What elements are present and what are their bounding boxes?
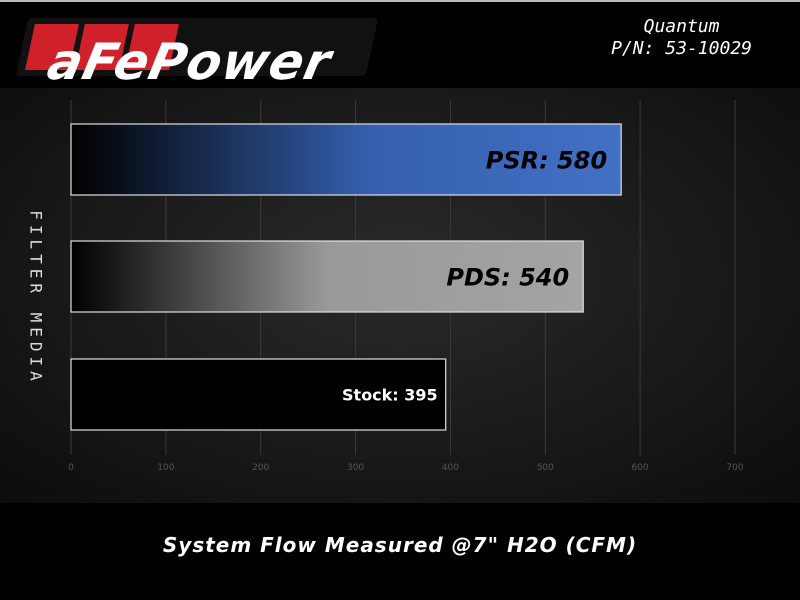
x-tick-label: 100 <box>157 463 174 473</box>
product-info: Quantum P/N: 53-10029 <box>611 16 752 60</box>
data-label: PSR: 580 <box>486 147 607 175</box>
x-tick-label: 500 <box>537 463 554 473</box>
x-axis-label: System Flow Measured @7" H2O (CFM) <box>162 533 638 557</box>
x-tick-label: 300 <box>347 463 364 473</box>
product-name: Quantum <box>643 16 720 37</box>
x-tick-label: 0 <box>68 463 74 473</box>
bar-psr <box>70 123 622 196</box>
x-tick-label: 200 <box>252 463 269 473</box>
x-tick-label: 700 <box>726 463 743 473</box>
part-number: P/N: 53-10029 <box>611 38 752 59</box>
x-tick-label: 400 <box>442 463 459 473</box>
bar-stock <box>70 358 447 431</box>
x-tick-label: 600 <box>632 463 649 473</box>
data-label: Stock: 395 <box>342 386 438 405</box>
footer: System Flow Measured @7" H2O (CFM) <box>0 503 800 600</box>
header: aFePower Quantum P/N: 53-10029 <box>0 0 800 91</box>
bar-pds <box>70 240 584 313</box>
data-label: PDS: 540 <box>446 264 569 292</box>
